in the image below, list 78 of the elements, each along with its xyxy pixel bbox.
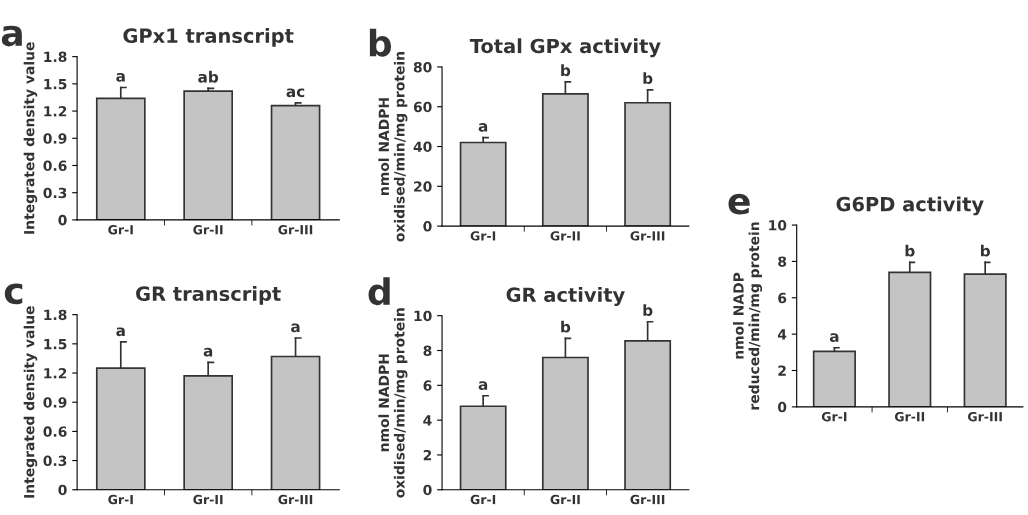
text: e xyxy=(728,193,750,215)
y-tick-label: 0.6 xyxy=(43,160,67,171)
y-tick-label: 0 xyxy=(423,484,432,496)
y-tick-label: 1.8 xyxy=(44,309,67,321)
chart-title: G6PD activity xyxy=(836,196,984,216)
text: a xyxy=(1,25,22,47)
y-tick-label: 1.2 xyxy=(44,368,67,379)
annotation: b xyxy=(643,304,653,317)
y-tick-label: 60 xyxy=(413,101,432,113)
x-tick-label: Gr-I xyxy=(470,494,496,505)
y-axis-title: Integrated density value xyxy=(23,306,38,498)
y-tick-label: 1.5 xyxy=(44,79,67,90)
x-tick-label: Gr-III xyxy=(968,411,1002,422)
y-tick-label: 6 xyxy=(778,292,787,304)
chart-title: GR transcript xyxy=(136,286,281,305)
y-axis-title: Integrated density value xyxy=(23,42,38,234)
annotation: ab xyxy=(198,70,219,83)
y-tick-label: 0 xyxy=(58,484,67,496)
y-tick-label: 8 xyxy=(778,256,787,267)
annotation: b xyxy=(561,64,571,77)
x-tick-label: Gr-II xyxy=(550,231,580,241)
y-tick-label: 20 xyxy=(414,181,432,192)
annotation: b xyxy=(905,244,915,257)
x-tick-label: Gr-III xyxy=(630,494,665,505)
y-tick-label: 4 xyxy=(777,329,787,340)
annotation: a xyxy=(116,72,125,82)
y-tick-label: 0.6 xyxy=(43,426,67,437)
y-tick-label: 4 xyxy=(423,415,432,426)
y-tick-label: 1.5 xyxy=(44,339,67,350)
chart-title: GPx1 transcript xyxy=(123,27,294,47)
y-tick-label: 0 xyxy=(58,214,67,226)
y-tick-label: 80 xyxy=(413,61,432,73)
bar xyxy=(812,350,856,407)
y-tick-label: 0.3 xyxy=(43,455,67,467)
y-tick-label: 0 xyxy=(777,401,787,413)
y-tick-label: 0.9 xyxy=(43,133,67,144)
annotation: a xyxy=(478,123,488,132)
x-tick-label: Gr-I xyxy=(108,224,133,235)
y-tick-label: 0.9 xyxy=(43,397,67,408)
y-tick-label: 0.3 xyxy=(43,187,67,199)
y-tick-label: 1.2 xyxy=(44,106,67,117)
annotation: a xyxy=(291,323,300,333)
bar xyxy=(270,104,321,220)
bar xyxy=(183,90,234,220)
annotation: a xyxy=(203,347,213,357)
annotation: b xyxy=(561,320,571,333)
x-tick-label: Gr-I xyxy=(821,411,847,422)
y-axis-title: nmol NADP reduced/min/mg protein xyxy=(732,222,763,410)
annotation: a xyxy=(829,333,839,343)
y-tick-label: 40 xyxy=(413,141,432,152)
y-tick-label: 8 xyxy=(423,345,432,356)
y-tick-label: 0 xyxy=(423,221,432,232)
annotation: a xyxy=(116,327,125,337)
x-tick-label: Gr-I xyxy=(470,231,496,241)
text: d xyxy=(368,277,390,306)
x-tick-label: Gr-III xyxy=(630,231,665,241)
bar xyxy=(459,141,507,227)
text: c xyxy=(4,283,23,305)
annotation: b xyxy=(980,244,990,257)
y-axis-title: nmol NADPH oxidised/min/mg protein xyxy=(378,308,408,498)
chart-title: GR activity xyxy=(506,287,625,306)
x-tick-label: Gr-II xyxy=(193,224,223,235)
x-tick-label: Gr-I xyxy=(108,494,133,505)
y-tick-label: 2 xyxy=(778,365,786,376)
x-tick-label: Gr-II xyxy=(193,494,223,505)
x-tick-label: Gr-III xyxy=(278,494,313,505)
y-tick-label: 10 xyxy=(414,310,432,322)
y-tick-label: 1.8 xyxy=(44,51,67,63)
x-tick-label: Gr-II xyxy=(894,411,925,422)
annotation: ac xyxy=(286,88,305,98)
y-tick-label: 10 xyxy=(769,220,787,231)
annotation: a xyxy=(478,381,488,391)
x-tick-label: Gr-II xyxy=(550,494,580,505)
chart-title: Total GPx activity xyxy=(469,38,661,58)
y-tick-label: 6 xyxy=(423,380,432,391)
x-tick-label: Gr-III xyxy=(278,224,313,235)
annotation: b xyxy=(643,72,653,85)
y-tick-label: 2 xyxy=(423,449,432,461)
